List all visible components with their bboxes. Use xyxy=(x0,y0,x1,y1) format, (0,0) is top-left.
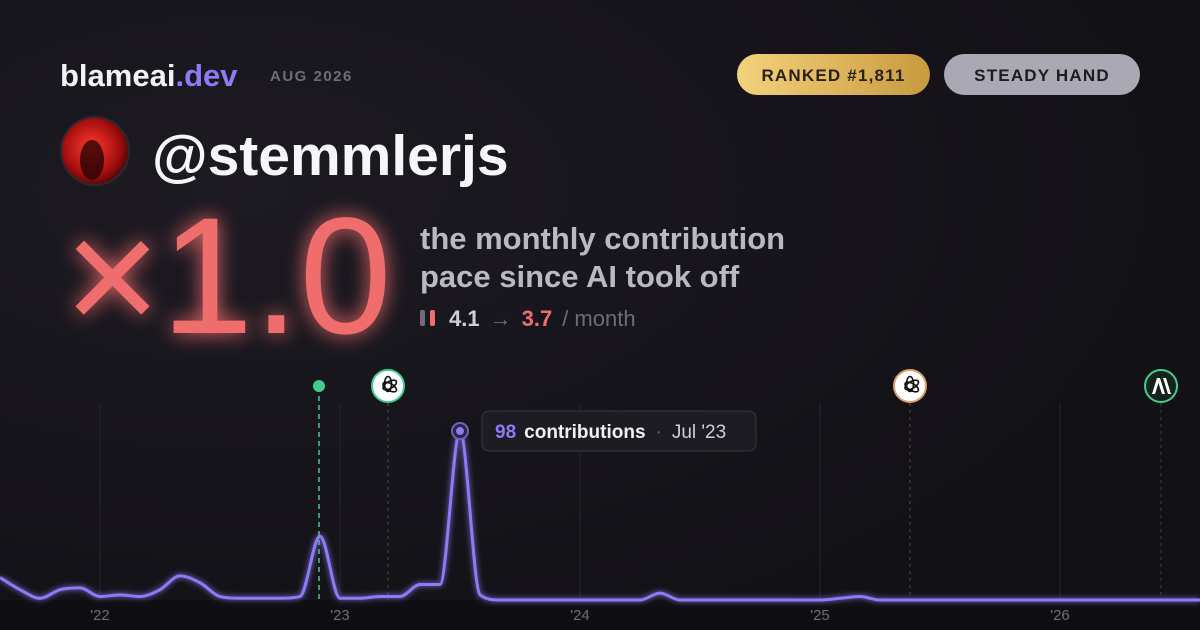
axis-strip xyxy=(0,600,1200,630)
arrow: → xyxy=(490,306,512,331)
rank-badge xyxy=(737,54,930,95)
openai-logo xyxy=(904,375,920,393)
x-tick-label: '26 xyxy=(1050,607,1070,624)
before-value: 4.1 xyxy=(449,306,480,331)
event-icon xyxy=(893,369,927,403)
brand: blameai.dev xyxy=(60,58,238,93)
unit: / month xyxy=(562,306,635,331)
tooltip-separator: · xyxy=(656,422,662,443)
openai-logo xyxy=(382,375,398,393)
plot: '22 '23 '24 '25 '26 98 contributions · Jul '23 xyxy=(0,403,1200,624)
brand-name: blameai xyxy=(60,58,175,93)
date: AUG 2026 xyxy=(270,68,353,85)
peak-dot xyxy=(456,427,464,436)
x-tick-label: '24 xyxy=(570,607,590,624)
brand-tld: .dev xyxy=(175,58,238,93)
caption-line: pace since AI took off xyxy=(420,259,740,294)
style-badge-text: STEADY HAND xyxy=(974,66,1110,85)
event-dot xyxy=(313,380,325,392)
caption-line: the monthly contribution xyxy=(420,221,785,256)
tooltip-box xyxy=(481,410,757,452)
anthropic-logo xyxy=(1152,378,1171,394)
event-icon xyxy=(371,369,405,403)
contribution-line xyxy=(0,429,1200,602)
x-tick-label: '23 xyxy=(330,607,350,624)
tooltip-date: Jul '23 xyxy=(672,422,726,443)
rank-badge-text: RANKED #1,811 xyxy=(761,66,905,85)
tooltip-label: contributions xyxy=(524,422,645,443)
x-tick-label: '25 xyxy=(810,607,830,624)
event-markers xyxy=(313,369,1178,600)
x-tick-label: '22 xyxy=(90,607,110,624)
style-badge xyxy=(944,54,1140,95)
after-value: 3.7 xyxy=(522,306,553,331)
tooltip: 98 contributions · Jul '23 xyxy=(495,422,726,443)
handle: @stemmlerjs xyxy=(152,124,509,188)
multiplier: ×1.0 xyxy=(64,184,392,369)
pace-stats: 4.1 → 3.7 / month xyxy=(449,306,636,331)
avatar-figure xyxy=(80,140,104,180)
before-icon xyxy=(420,310,425,326)
after-icon xyxy=(430,310,435,326)
tooltip-value: 98 xyxy=(495,422,516,443)
